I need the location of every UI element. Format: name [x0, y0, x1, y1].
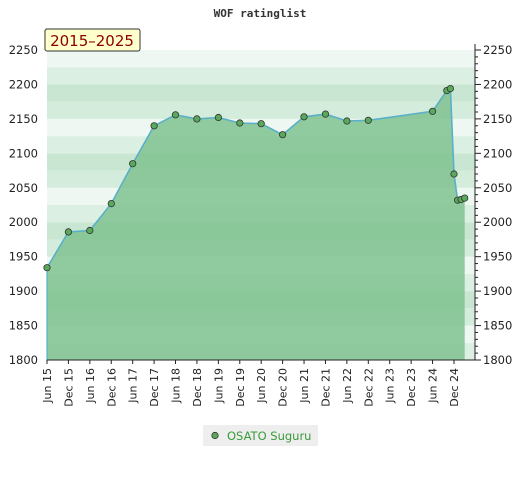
x-tick-label: Dec 16: [105, 368, 118, 407]
y-tick-label: 1900: [9, 284, 38, 298]
y-axis-right: 1800 1850 1900 1950 2000 2050 2100 2150 2200 2250: [474, 43, 512, 367]
x-tick-label: Jun 20: [255, 368, 268, 404]
y-tick-label: 2150: [9, 112, 38, 126]
chart-title: WOF ratinglist: [214, 7, 307, 20]
data-point[interactable]: [446, 85, 454, 93]
data-point[interactable]: [300, 113, 308, 121]
data-point[interactable]: [64, 228, 73, 236]
x-tick-label: Dec 17: [148, 368, 161, 407]
grid-band: [47, 101, 475, 119]
data-point[interactable]: [428, 107, 437, 115]
data-point[interactable]: [214, 113, 222, 122]
x-tick-label: Dec 22: [362, 368, 375, 407]
data-points: [43, 85, 469, 272]
x-tick-label: Jun 16: [84, 368, 97, 404]
data-point[interactable]: [129, 160, 137, 168]
area-fill: [47, 88, 465, 360]
data-point[interactable]: [193, 115, 201, 123]
legend[interactable]: OSATO Suguru: [203, 425, 318, 446]
x-tick-label: Dec 21: [319, 368, 332, 407]
y-tick-label: 2150: [483, 112, 512, 126]
y-tick-label: 1850: [483, 319, 512, 333]
data-point[interactable]: [150, 122, 158, 130]
y-tick-label: 2000: [9, 215, 38, 229]
y-tick-label: 2050: [483, 181, 512, 195]
grid-band: [47, 67, 475, 85]
y-tick-label: 1800: [483, 353, 512, 367]
x-tick-label: Dec 15: [62, 368, 75, 407]
y-tick-label: 2050: [9, 181, 38, 195]
legend-marker: [211, 431, 219, 440]
y-tick-label: 2250: [483, 43, 512, 57]
x-tick-label: Dec 23: [405, 368, 418, 407]
y-tick-label: 1900: [483, 284, 512, 298]
y-tick-label: 1800: [9, 353, 38, 367]
y-tick-label: 1950: [9, 250, 38, 264]
y-axis-left: 1800 1850 1900 1950 2000 2050 2100 2150 2200 2250: [9, 43, 38, 367]
data-point[interactable]: [364, 116, 372, 124]
x-tick-label: Jun 19: [212, 368, 225, 404]
y-tick-label: 2250: [9, 43, 38, 57]
legend-label: OSATO Suguru: [227, 429, 311, 443]
grid-band: [47, 84, 475, 102]
y-tick-label: 1850: [9, 319, 38, 333]
data-point[interactable]: [450, 170, 458, 178]
x-tick-label: Dec 18: [191, 368, 204, 407]
x-tick-label: Jun 23: [384, 368, 397, 404]
y-tick-label: 2000: [483, 215, 512, 229]
data-point[interactable]: [86, 226, 94, 235]
data-point[interactable]: [171, 111, 180, 119]
data-point[interactable]: [278, 131, 287, 139]
x-tick-label: Jun 15: [41, 368, 54, 404]
y-tick-label: 1950: [483, 250, 512, 264]
x-tick-label: Jun 21: [298, 368, 311, 404]
y-tick-label: 2200: [483, 77, 512, 91]
data-point[interactable]: [461, 194, 469, 202]
x-axis: Jun 15 Dec 15 Jun 16 Dec 16 Jun 17 Dec 17 Jun …: [41, 359, 475, 407]
data-point[interactable]: [107, 200, 115, 208]
data-point[interactable]: [343, 117, 351, 125]
x-tick-label: Jun 18: [170, 368, 183, 404]
data-point[interactable]: [321, 110, 330, 118]
x-tick-label: Jun 24: [427, 368, 440, 404]
y-tick-label: 2100: [9, 146, 38, 160]
x-tick-label: Jun 22: [341, 368, 354, 404]
data-point[interactable]: [43, 264, 51, 272]
x-tick-label: Dec 19: [234, 368, 247, 407]
data-point[interactable]: [257, 120, 265, 128]
date-range-text: 2015–2025: [50, 32, 134, 50]
y-tick-label: 2200: [9, 77, 38, 91]
grid-band: [47, 50, 475, 68]
data-point[interactable]: [236, 119, 244, 127]
y-tick-label: 2100: [483, 146, 512, 160]
x-tick-label: Dec 24: [448, 368, 461, 407]
x-tick-label: Jun 17: [127, 368, 140, 404]
x-tick-label: Dec 20: [277, 368, 290, 407]
date-range-badge: 2015–2025: [44, 28, 141, 52]
